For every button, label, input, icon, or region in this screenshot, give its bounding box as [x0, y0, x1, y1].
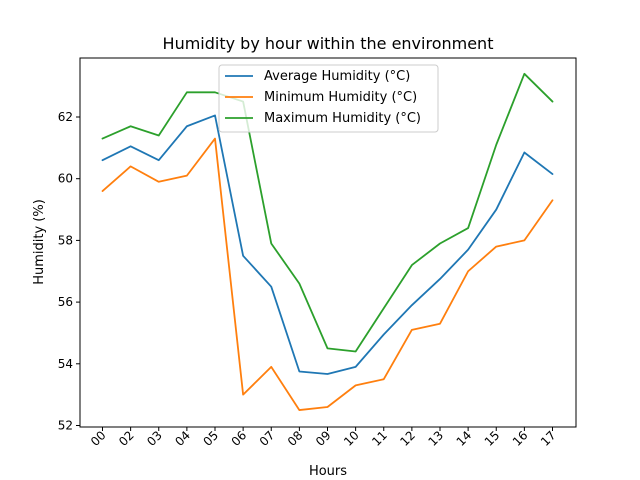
y-axis: 52 54 56 58 60 62 [58, 110, 80, 433]
y-tick-label: 52 [58, 419, 73, 433]
y-tick-label: 54 [58, 357, 73, 371]
y-tick-label: 58 [58, 233, 73, 247]
series-layer [101, 72, 554, 411]
y-axis-label: Humidity (%) [32, 199, 47, 285]
series-line-2 [101, 72, 554, 353]
legend-label-2: Maximum Humidity (°C) [264, 111, 421, 126]
y-tick-label: 62 [58, 110, 73, 124]
series-line-0 [101, 114, 554, 375]
chart-title: Humidity by hour within the environment [163, 34, 494, 53]
legend: Average Humidity (°C) Minimum Humidity (°… [218, 64, 439, 133]
legend-label-1: Minimum Humidity (°C) [264, 90, 417, 105]
y-tick-label: 56 [58, 295, 73, 309]
legend-label-0: Average Humidity (°C) [264, 69, 410, 84]
series-line-1 [101, 137, 554, 411]
y-tick-label: 60 [58, 172, 73, 186]
x-axis-label: Hours [309, 464, 347, 479]
legend-box [218, 64, 439, 133]
